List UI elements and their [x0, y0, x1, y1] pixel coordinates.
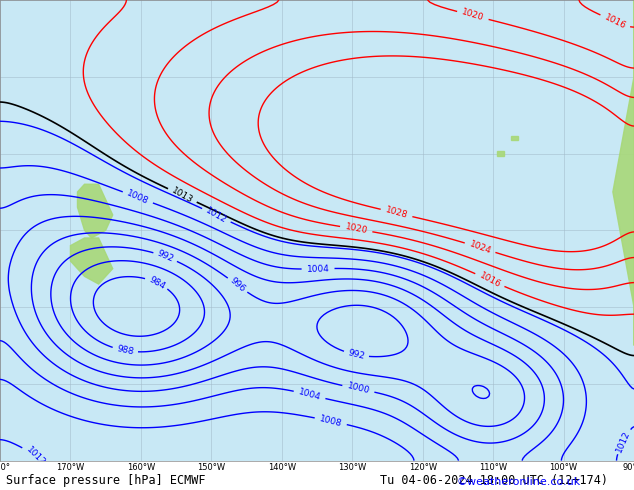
Text: 1024: 1024: [468, 240, 493, 256]
Text: 1013: 1013: [170, 186, 195, 205]
Text: 984: 984: [147, 275, 167, 291]
Text: 996: 996: [228, 276, 247, 294]
Text: 1020: 1020: [344, 222, 368, 236]
Text: 1012: 1012: [204, 206, 228, 225]
Polygon shape: [496, 151, 503, 156]
Polygon shape: [70, 238, 113, 284]
Text: 988: 988: [116, 344, 134, 357]
Text: ©weatheronline.co.uk: ©weatheronline.co.uk: [456, 477, 581, 487]
Text: Tu 04-06-2024 18:00 UTC (12+174): Tu 04-06-2024 18:00 UTC (12+174): [380, 474, 609, 487]
Text: 992: 992: [347, 348, 366, 361]
Text: 1012: 1012: [24, 445, 47, 467]
Text: 1000: 1000: [346, 382, 371, 396]
Text: 1012: 1012: [615, 429, 632, 454]
Text: 992: 992: [156, 249, 175, 264]
Text: 1028: 1028: [384, 205, 409, 221]
Polygon shape: [77, 184, 113, 238]
Polygon shape: [613, 0, 634, 345]
Text: 1004: 1004: [297, 388, 322, 402]
Polygon shape: [511, 136, 518, 141]
Text: 1016: 1016: [477, 271, 502, 290]
Text: 1004: 1004: [306, 264, 330, 273]
Text: 1008: 1008: [318, 414, 343, 428]
Text: 1016: 1016: [603, 12, 627, 31]
Text: Surface pressure [hPa] ECMWF: Surface pressure [hPa] ECMWF: [6, 474, 206, 487]
Text: 1020: 1020: [460, 8, 485, 23]
Text: 1008: 1008: [126, 189, 150, 206]
